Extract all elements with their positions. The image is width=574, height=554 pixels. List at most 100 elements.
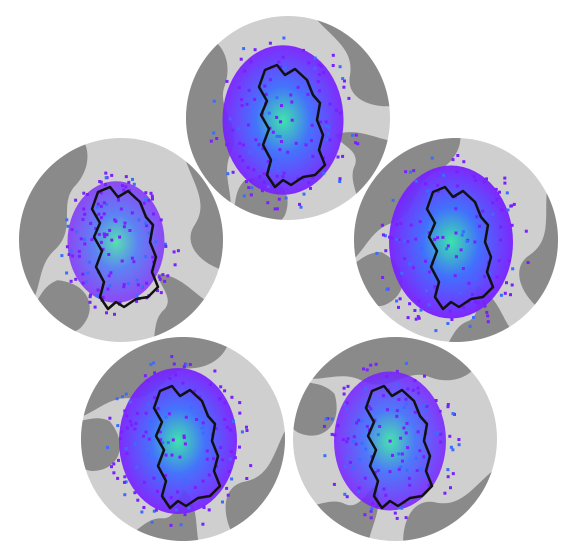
activation-voxel (71, 228, 74, 231)
activation-voxel (468, 282, 471, 285)
activation-voxel (396, 517, 399, 520)
activation-voxel (282, 175, 285, 178)
activation-voxel (358, 458, 361, 461)
activation-voxel (145, 431, 148, 434)
activation-voxel (403, 257, 406, 260)
activation-voxel (65, 218, 68, 221)
activation-voxel (245, 477, 248, 480)
activation-voxel (89, 295, 92, 298)
activation-voxel (135, 422, 138, 425)
activation-voxel (436, 184, 439, 187)
activation-voxel (176, 491, 179, 494)
activation-voxel (405, 516, 408, 519)
activation-voxel (428, 303, 431, 306)
activation-voxel (462, 306, 465, 309)
activation-voxel (303, 193, 306, 196)
activation-voxel (357, 490, 360, 493)
activation-voxel (322, 172, 325, 175)
activation-voxel (507, 209, 510, 212)
activation-voxel (240, 58, 243, 61)
activation-voxel (249, 60, 252, 63)
activation-voxel (120, 431, 123, 434)
activation-voxel (105, 176, 108, 179)
activation-voxel (137, 283, 140, 286)
activation-voxel (249, 464, 252, 467)
activation-voxel (96, 206, 99, 209)
activation-voxel (347, 385, 350, 388)
activation-voxel (67, 225, 70, 228)
activation-voxel (242, 47, 245, 50)
activation-voxel (525, 230, 528, 233)
activation-voxel (252, 168, 255, 171)
activation-voxel (224, 402, 227, 405)
activation-voxel (439, 410, 442, 413)
activation-voxel (424, 409, 427, 412)
activation-voxel (116, 424, 119, 427)
activation-voxel (346, 495, 349, 498)
activation-voxel (401, 460, 404, 463)
activation-voxel (431, 157, 434, 160)
activation-voxel (402, 427, 405, 430)
activation-voxel (136, 499, 139, 502)
activation-voxel (226, 172, 229, 175)
activation-voxel (408, 477, 411, 480)
activation-voxel (213, 370, 216, 373)
activation-voxel (97, 289, 100, 292)
activation-voxel (424, 260, 427, 263)
activation-voxel (405, 469, 408, 472)
activation-voxel (425, 289, 428, 292)
activation-voxel (117, 459, 120, 462)
activation-voxel (443, 492, 446, 495)
activation-voxel (151, 521, 154, 524)
activation-voxel (147, 403, 150, 406)
activation-voxel (383, 488, 386, 491)
flatmap-svg (80, 336, 286, 542)
activation-voxel (159, 278, 162, 281)
activation-voxel (357, 419, 360, 422)
activation-voxel (144, 198, 147, 201)
activation-voxel (147, 453, 150, 456)
activation-voxel (434, 329, 437, 332)
activation-voxel (116, 477, 119, 480)
activation-voxel (309, 187, 312, 190)
activation-voxel (364, 477, 367, 480)
activation-voxel (386, 288, 389, 291)
activation-voxel (166, 274, 169, 277)
activation-voxel (184, 442, 187, 445)
activation-voxel (397, 398, 400, 401)
activation-voxel (161, 273, 164, 276)
activation-voxel (132, 260, 135, 263)
activation-voxel (241, 159, 244, 162)
activation-voxel (439, 433, 442, 436)
activation-voxel (360, 419, 363, 422)
activation-voxel (238, 155, 241, 158)
activation-voxel (219, 385, 222, 388)
activation-voxel (150, 420, 153, 423)
activation-voxel (450, 446, 453, 449)
activation-voxel (434, 432, 437, 435)
activation-voxel (108, 229, 111, 232)
activation-voxel (150, 192, 153, 195)
activation-voxel (366, 368, 369, 371)
activation-voxel (83, 213, 86, 216)
activation-voxel (274, 158, 277, 161)
activation-voxel (456, 185, 459, 188)
activation-voxel (509, 293, 512, 296)
activation-voxel (100, 205, 103, 208)
activation-voxel (137, 219, 140, 222)
activation-voxel (129, 401, 132, 404)
activation-voxel (144, 374, 147, 377)
activation-voxel (152, 362, 155, 365)
activation-voxel (406, 422, 409, 425)
activation-voxel (358, 487, 361, 490)
activation-voxel (104, 172, 107, 175)
activation-voxel (370, 507, 373, 510)
flatmap-panel-bottom-right (292, 336, 498, 542)
activation-voxel (113, 313, 116, 316)
activation-voxel (290, 101, 293, 104)
activation-voxel (250, 179, 253, 182)
activation-voxel (258, 175, 261, 178)
activation-voxel (410, 224, 413, 227)
activation-voxel (225, 143, 228, 146)
activation-voxel (177, 249, 180, 252)
